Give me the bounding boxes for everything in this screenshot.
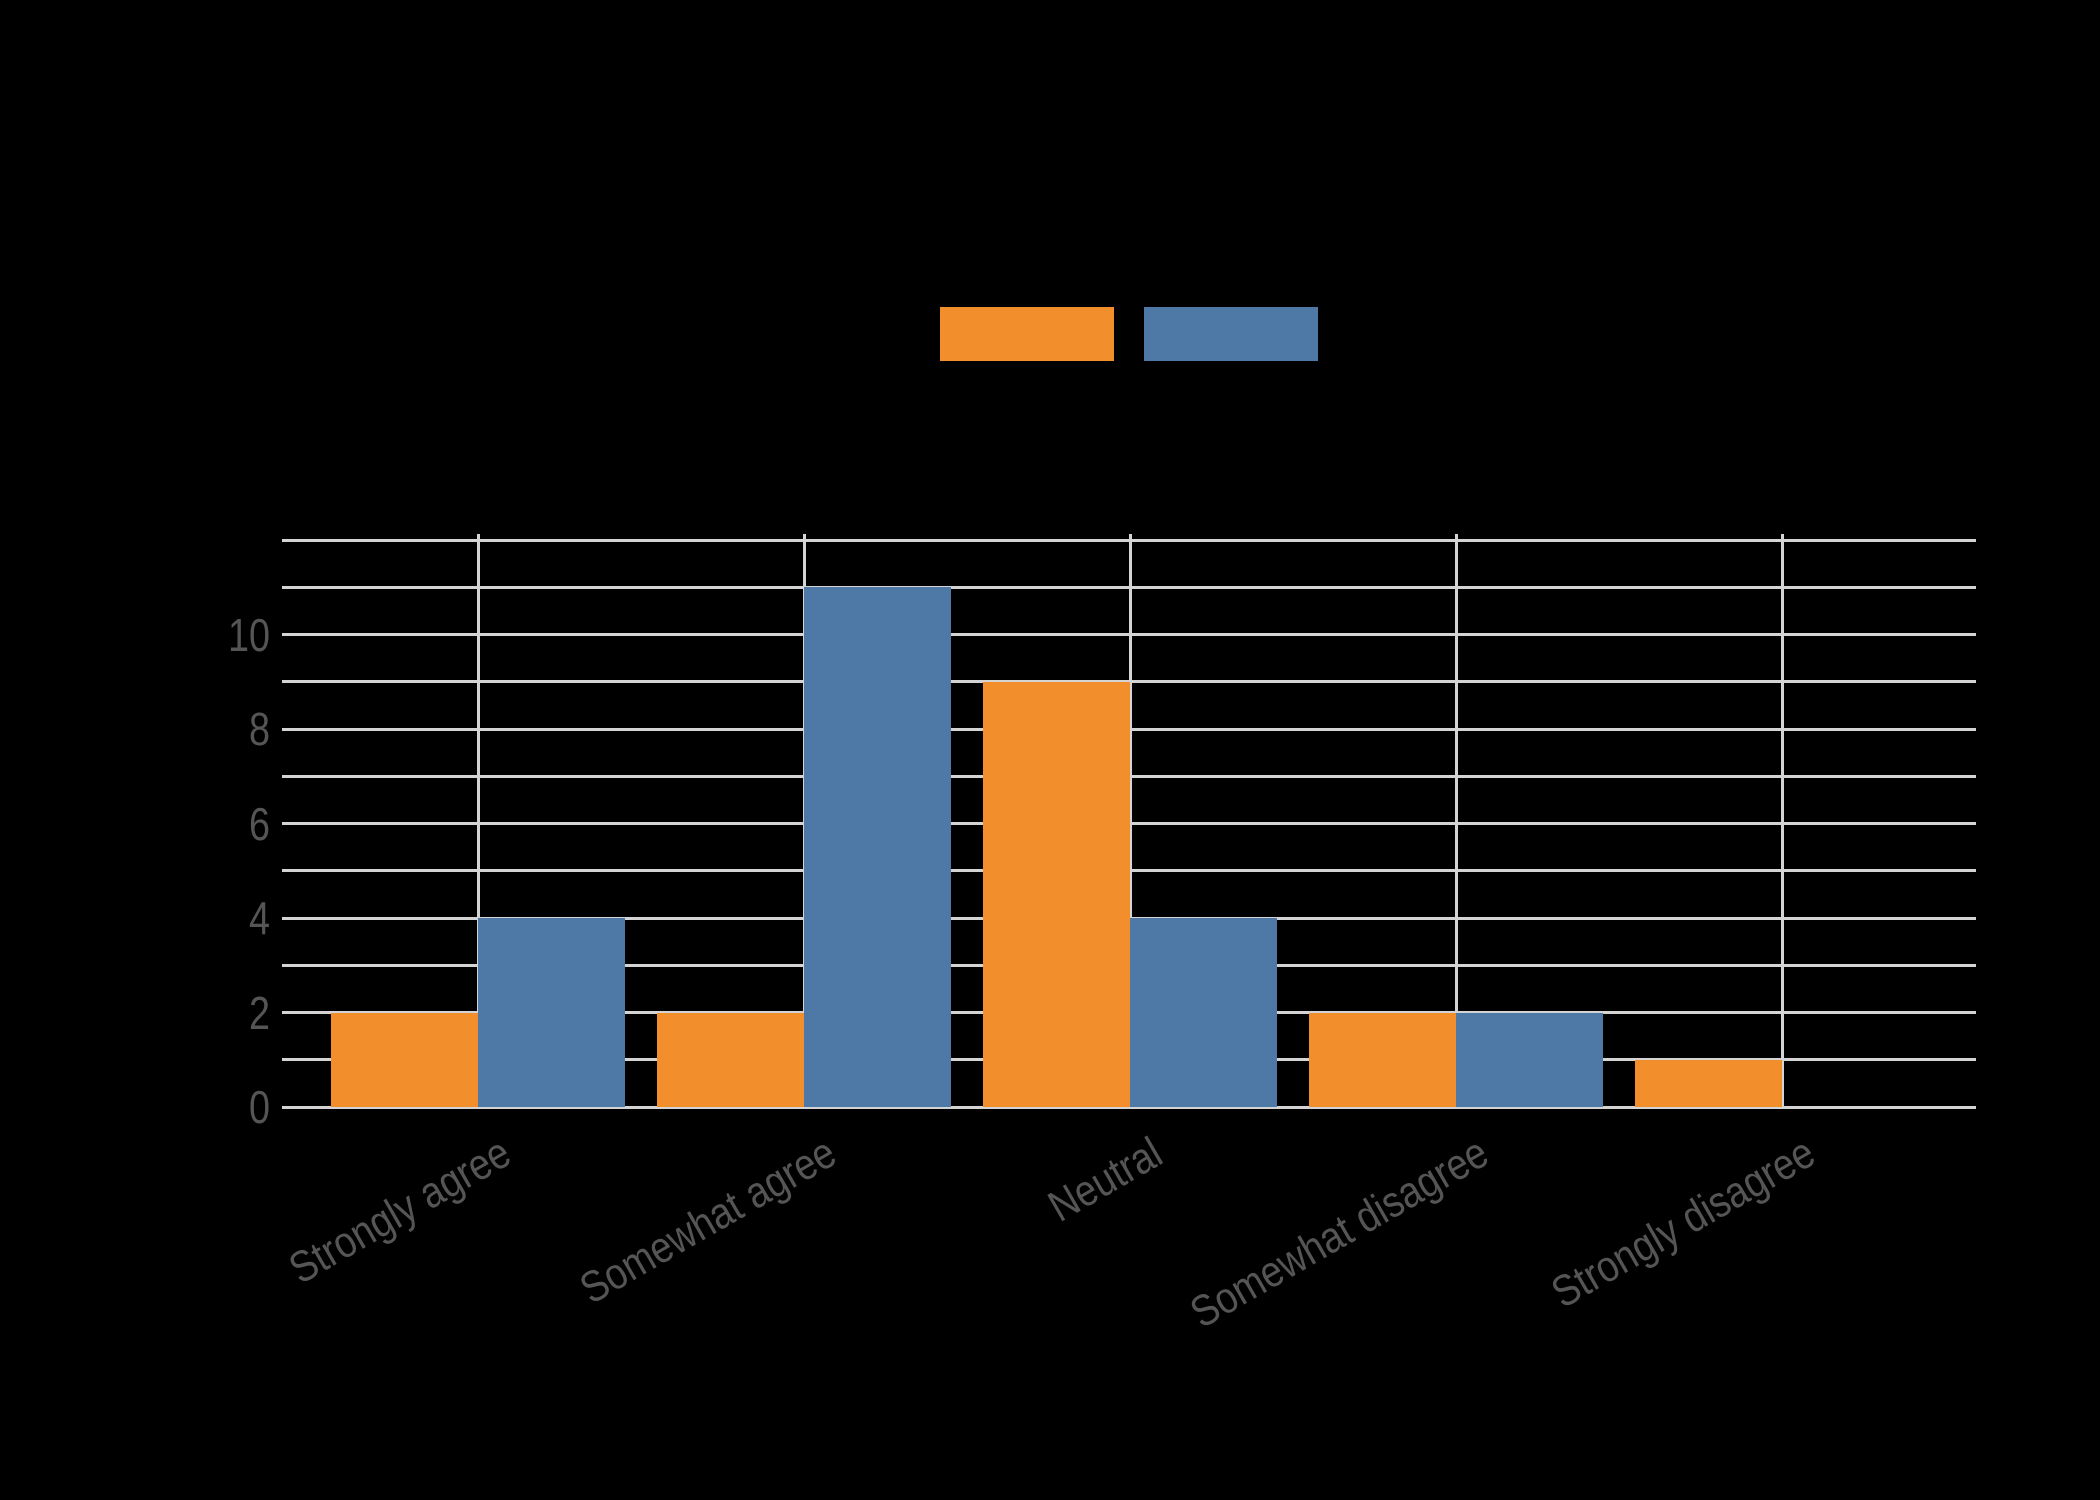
bar-series-1[interactable]	[1635, 1059, 1782, 1107]
y-tick-label: 2	[249, 986, 270, 1039]
y-tick-label: 6	[249, 797, 270, 850]
gridline-vertical	[1128, 534, 1132, 1107]
bar-series-1[interactable]	[983, 681, 1130, 1107]
gridline-vertical	[1454, 534, 1458, 1107]
gridline-vertical	[1780, 534, 1784, 1107]
bar-series-1[interactable]	[657, 1012, 804, 1107]
legend-swatch-series-2[interactable]	[1144, 307, 1318, 361]
gridline-vertical	[476, 534, 480, 1107]
x-tick-label: Neutral	[1040, 1128, 1171, 1232]
bar-series-2[interactable]	[478, 918, 625, 1107]
x-tick-label: Strongly agree	[280, 1128, 519, 1294]
y-tick-label: 0	[249, 1081, 270, 1133]
y-tick-label: 10	[228, 608, 270, 661]
bar-series-1[interactable]	[1309, 1012, 1456, 1107]
gridline-horizontal	[282, 1105, 1976, 1109]
x-tick-label: Strongly disagree	[1542, 1128, 1823, 1318]
legend-swatch-series-1[interactable]	[940, 307, 1114, 361]
y-tick-label: 8	[249, 703, 270, 755]
bar-series-2[interactable]	[1130, 918, 1277, 1107]
bar-series-1[interactable]	[331, 1012, 478, 1107]
bar-series-2[interactable]	[804, 587, 951, 1107]
x-tick-label: Somewhat disagree	[1182, 1128, 1497, 1338]
y-tick-label: 4	[249, 892, 270, 944]
x-tick-label: Somewhat agree	[572, 1128, 845, 1314]
bar-series-2[interactable]	[1456, 1012, 1603, 1107]
